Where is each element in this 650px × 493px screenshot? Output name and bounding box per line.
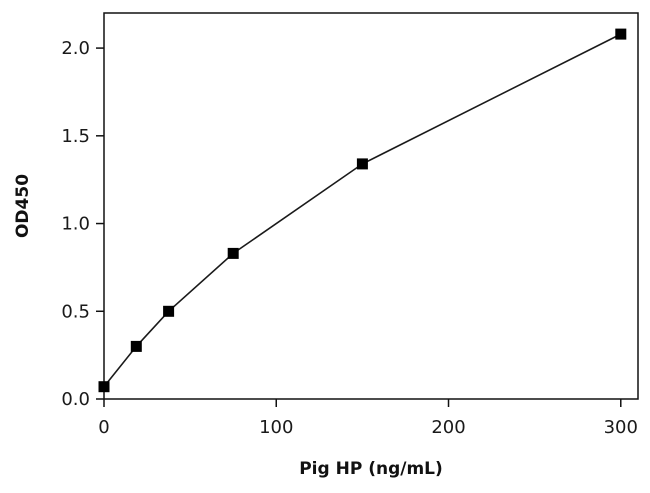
data-point-3: [227, 247, 239, 259]
data-point-0: [98, 381, 110, 393]
x-tick-label: 200: [431, 417, 465, 438]
y-axis: 0.0 0.5 1.0 1.5 2.0: [61, 38, 104, 410]
y-tick-label: 0.0: [61, 389, 90, 410]
y-tick-label: 0.5: [61, 301, 90, 322]
y-axis-title: OD450: [13, 174, 33, 238]
y-tick-label: 1.5: [61, 126, 90, 147]
plot-frame: [103, 12, 639, 400]
x-tick-label: 0: [98, 417, 109, 438]
data-point-2: [163, 305, 175, 317]
series-markers: [98, 28, 627, 393]
series-line: [103, 33, 622, 388]
data-point-4: [356, 158, 368, 170]
x-axis: 0 100 200 300: [98, 399, 638, 438]
y-tick-label: 2.0: [61, 38, 90, 59]
x-tick-label: 300: [604, 417, 638, 438]
x-tick-label: 100: [259, 417, 293, 438]
data-point-5: [615, 28, 627, 40]
y-tick-label: 1.0: [61, 214, 90, 235]
x-axis-title: Pig HP (ng/mL): [299, 459, 443, 479]
data-point-1: [130, 340, 142, 352]
